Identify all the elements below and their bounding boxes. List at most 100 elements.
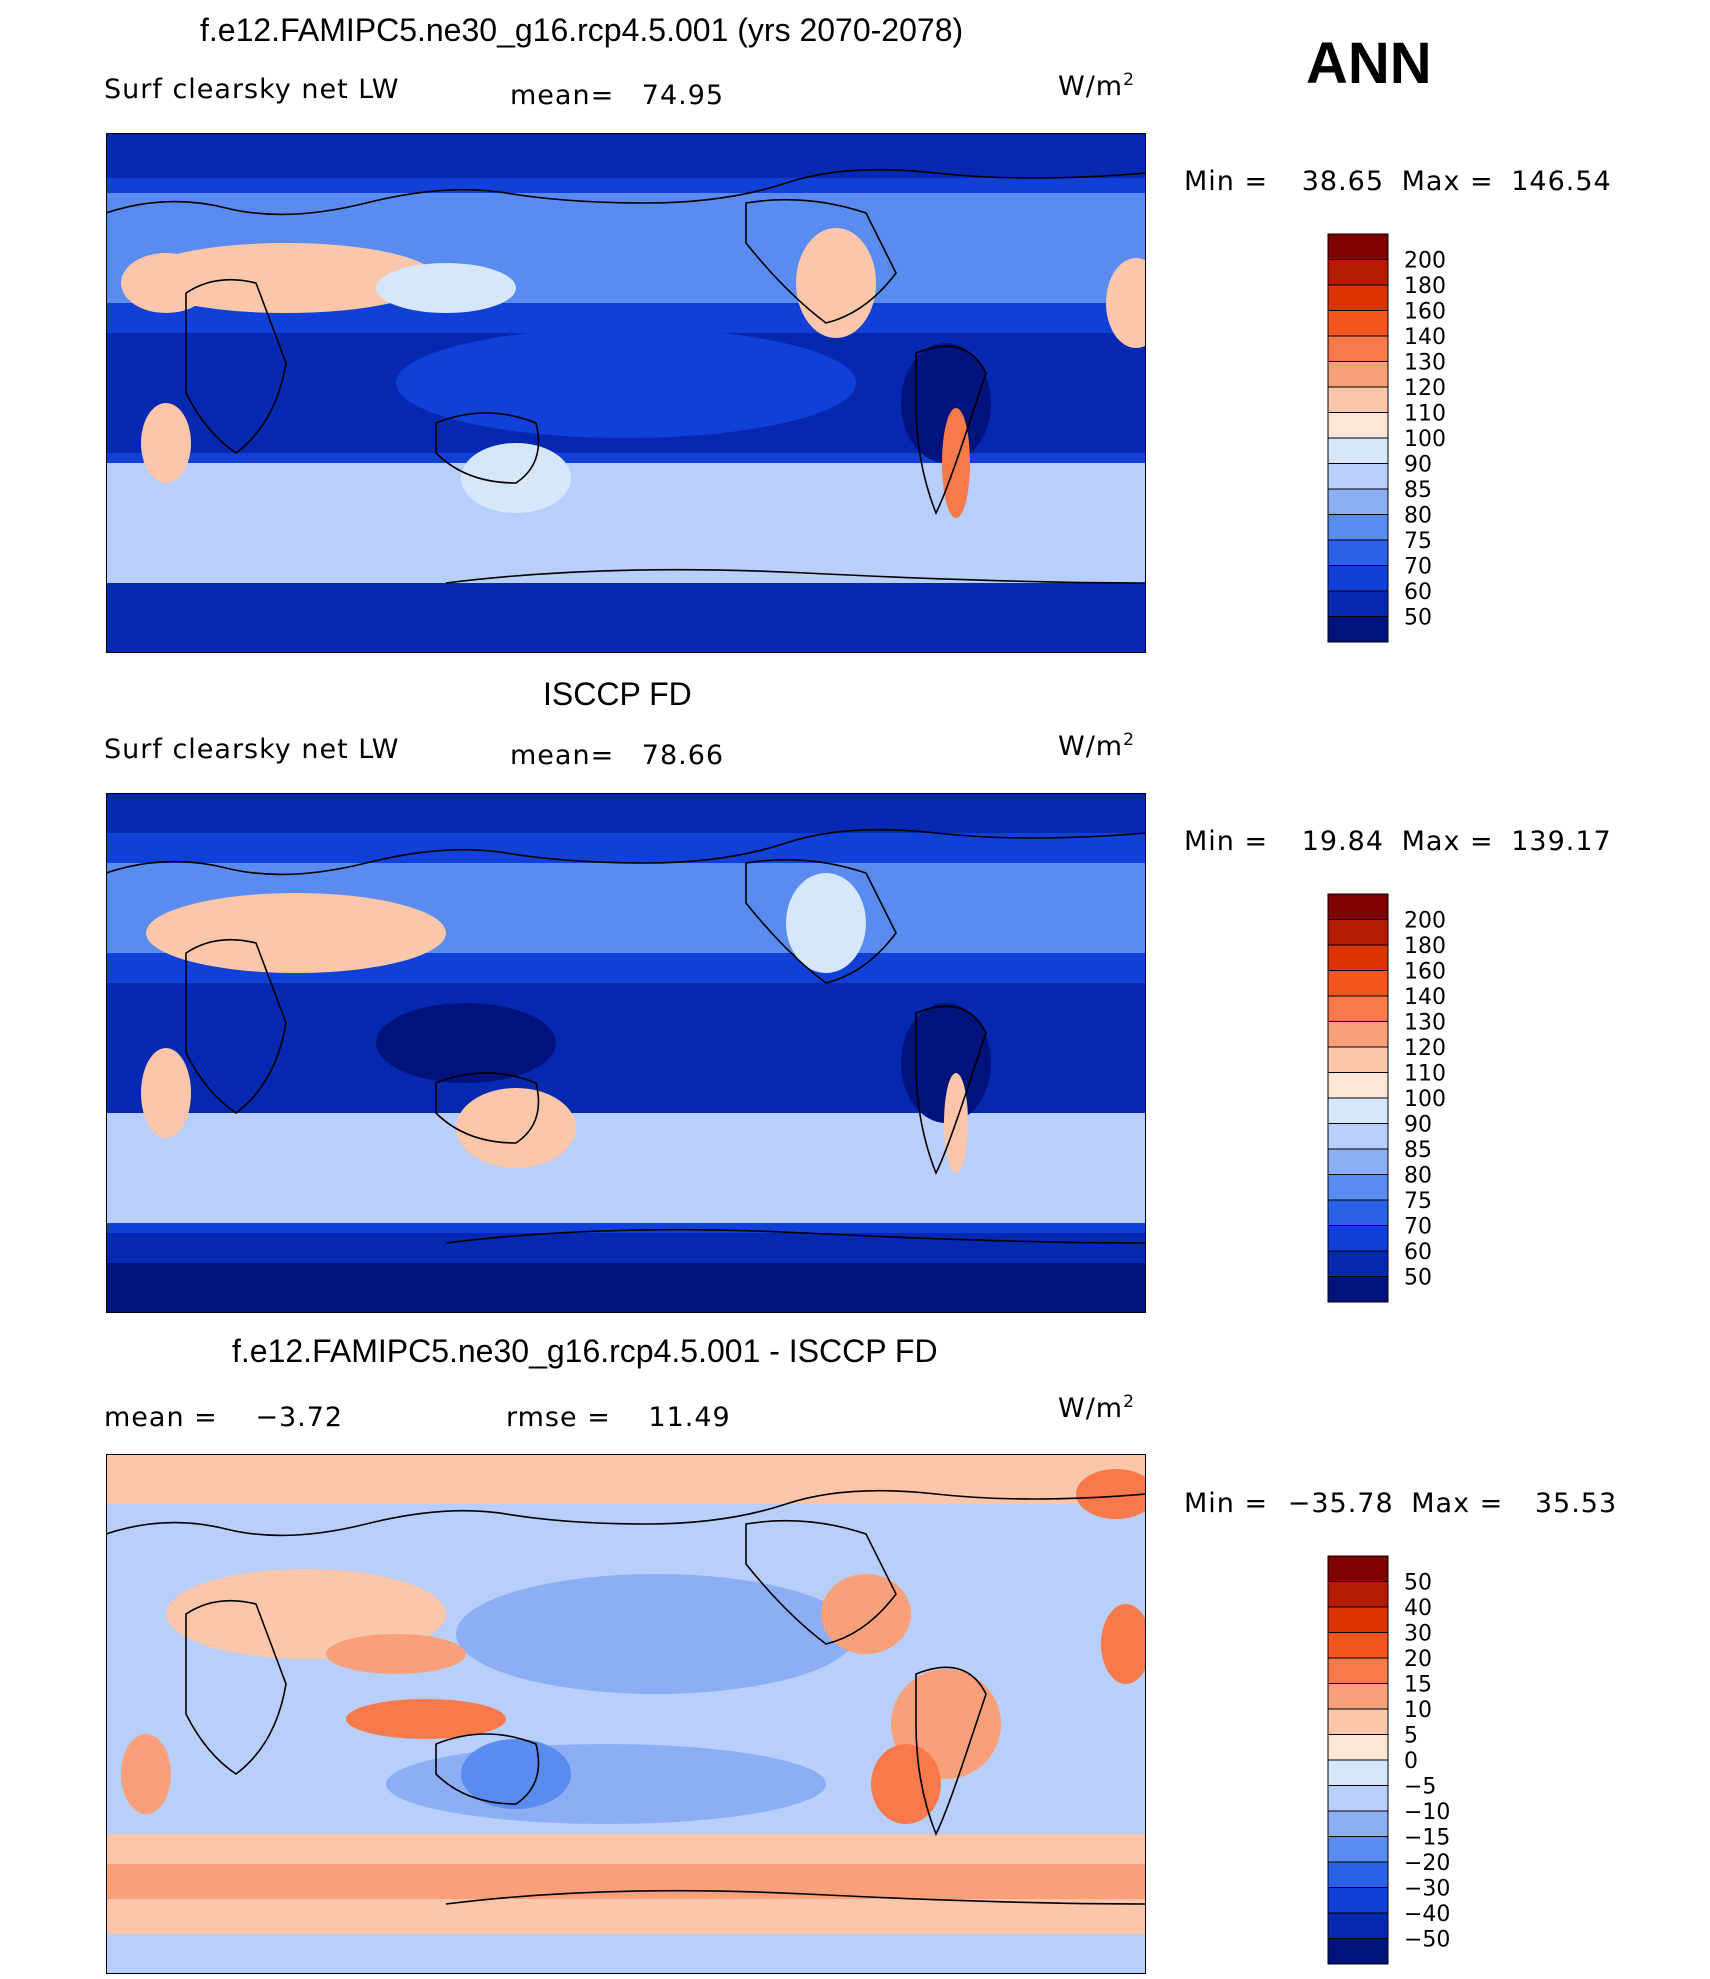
colorbar-swatch — [1327, 1938, 1389, 1965]
max-value: 35.53 — [1534, 1488, 1618, 1519]
colorbar-level-label: 180 — [1404, 274, 1446, 299]
colorbar-swatch — [1327, 565, 1389, 592]
colorbar-swatch — [1327, 1606, 1389, 1633]
colorbar-level-label: 85 — [1404, 478, 1432, 503]
mean-label: mean= — [510, 740, 615, 771]
mean-value: 78.66 — [641, 740, 725, 771]
min-value: 19.84 — [1301, 826, 1385, 857]
colorbar-swatch — [1327, 1887, 1389, 1914]
colorbar-level-label: 50 — [1404, 606, 1432, 631]
max-value: 139.17 — [1511, 826, 1612, 857]
colorbar-level-label: 5 — [1404, 1724, 1418, 1749]
colorbar-level-label: 160 — [1404, 300, 1446, 325]
colorbar-swatch — [1327, 919, 1389, 946]
colorbar-swatch — [1327, 284, 1389, 311]
units-label: W/m2 — [1058, 70, 1135, 102]
units-label: W/m2 — [1058, 730, 1135, 762]
minmax-stat: Min = 19.84 Max = 139.17 — [1184, 826, 1612, 857]
colorbar-swatch — [1327, 310, 1389, 337]
colorbar-swatch — [1327, 1861, 1389, 1888]
colorbar-level-label: 75 — [1404, 529, 1432, 554]
colorbar-level-label: 130 — [1404, 351, 1446, 376]
colorbar-swatch — [1327, 1123, 1389, 1150]
colorbar-level-label: 100 — [1404, 427, 1446, 452]
colorbar-level-label: 85 — [1404, 1138, 1432, 1163]
colorbar-level-label: 80 — [1404, 504, 1432, 529]
colorbar-level-label: −40 — [1404, 1902, 1450, 1927]
colorbar-swatch — [1327, 1555, 1389, 1582]
colorbar-level-label: 75 — [1404, 1189, 1432, 1214]
colorbar-swatch — [1327, 335, 1389, 362]
colorbar-level-label: 110 — [1404, 1062, 1446, 1087]
colorbar-swatch — [1327, 1708, 1389, 1735]
colorbar-level-label: 110 — [1404, 402, 1446, 427]
coastlines — [106, 1489, 1146, 1905]
colorbar-swatch — [1327, 539, 1389, 566]
max-label: Max = — [1411, 1488, 1504, 1519]
colorbar-level-label: 140 — [1404, 985, 1446, 1010]
max-label: Max = — [1401, 826, 1494, 857]
colorbar-level-label: −10 — [1404, 1800, 1450, 1825]
rmse-label: rmse = — [506, 1402, 611, 1433]
colorbar-swatch — [1327, 1734, 1389, 1761]
colorbar-swatch — [1327, 1097, 1389, 1124]
min-label: Min = — [1184, 826, 1269, 857]
map-diff — [106, 1454, 1146, 1974]
mean-stat: mean= 74.95 — [510, 80, 724, 111]
colorbar-level-label: 120 — [1404, 376, 1446, 401]
colorbar-level-label: 50 — [1404, 1266, 1432, 1291]
colorbar-swatch — [1327, 1912, 1389, 1939]
colorbar-level-label: 50 — [1404, 1571, 1432, 1596]
colorbar-level-label: 90 — [1404, 1113, 1432, 1138]
mean-stat: mean = −3.72 — [104, 1402, 343, 1433]
coastlines — [106, 168, 1146, 584]
colorbar-swatch — [1327, 1250, 1389, 1277]
colorbar-level-label: −50 — [1404, 1928, 1450, 1953]
panel-title: f.e12.FAMIPC5.ne30_g16.rcp4.5.001 (yrs 2… — [200, 12, 964, 48]
units-label: W/m2 — [1058, 1392, 1135, 1424]
panel-title: f.e12.FAMIPC5.ne30_g16.rcp4.5.001 - ISCC… — [232, 1333, 938, 1369]
colorbar-level-label: 100 — [1404, 1087, 1446, 1112]
colorbar-level-label: 70 — [1404, 1215, 1432, 1240]
map-obs — [106, 793, 1146, 1313]
colorbar-level-label: 20 — [1404, 1647, 1432, 1672]
colorbar-swatch — [1327, 259, 1389, 286]
mean-label: mean = — [104, 1402, 218, 1433]
colorbar-swatch — [1327, 488, 1389, 515]
colorbar-swatch — [1327, 463, 1389, 490]
colorbar-level-label: 90 — [1404, 453, 1432, 478]
min-value: −35.78 — [1287, 1488, 1394, 1519]
colorbar-swatch — [1327, 386, 1389, 413]
colorbar-level-label: 15 — [1404, 1673, 1432, 1698]
map-model — [106, 133, 1146, 653]
colorbar-level-label: 120 — [1404, 1036, 1446, 1061]
colorbar-swatch — [1327, 1836, 1389, 1863]
min-label: Min = — [1184, 1488, 1269, 1519]
season-label: ANN — [1306, 31, 1432, 96]
colorbar-swatch — [1327, 970, 1389, 997]
variable-label: Surf clearsky net LW — [104, 74, 400, 105]
rmse-value: 11.49 — [648, 1402, 731, 1433]
colorbar-level-label: 80 — [1404, 1164, 1432, 1189]
colorbar-swatch — [1327, 437, 1389, 464]
colorbar-level-label: 60 — [1404, 1240, 1432, 1265]
colorbar-level-label: 160 — [1404, 960, 1446, 985]
minmax-stat: Min = −35.78 Max = 35.53 — [1184, 1488, 1617, 1519]
colorbar-swatch — [1327, 1759, 1389, 1786]
colorbar-swatch — [1327, 233, 1389, 260]
colorbar-level-label: 180 — [1404, 934, 1446, 959]
colorbar-level-label: −5 — [1404, 1775, 1436, 1800]
colorbar-level-label: −15 — [1404, 1826, 1450, 1851]
colorbar-level-label: 30 — [1404, 1622, 1432, 1647]
colorbar-swatch — [1327, 1021, 1389, 1048]
colorbar-swatch — [1327, 1683, 1389, 1710]
min-label: Min = — [1184, 166, 1269, 197]
colorbar-swatch — [1327, 616, 1389, 643]
colorbar-level-label: 200 — [1404, 909, 1446, 934]
colorbar-level-label: 60 — [1404, 580, 1432, 605]
rmse-stat: rmse = 11.49 — [506, 1402, 731, 1433]
band-antarctic — [106, 583, 1146, 653]
